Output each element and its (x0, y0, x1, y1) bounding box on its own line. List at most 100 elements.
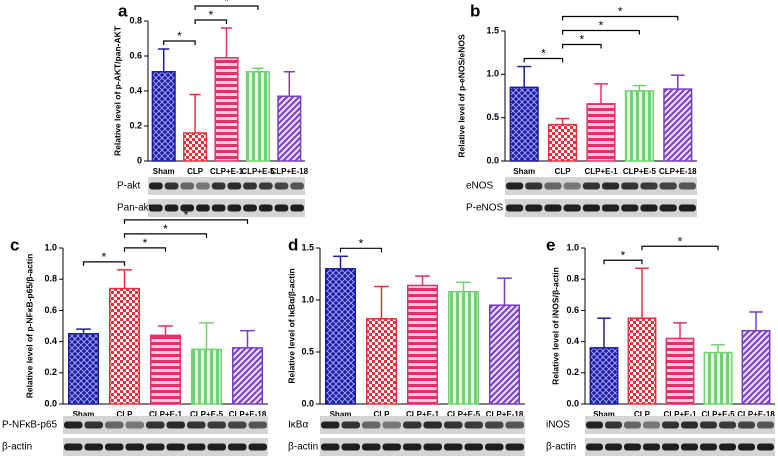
blot-band (187, 421, 206, 429)
y-axis-label: Relative level of iNOS/β-actin (550, 267, 560, 385)
blot-band (700, 443, 717, 451)
blot-band (544, 204, 562, 212)
blot-band (738, 443, 755, 451)
blot-band (643, 421, 660, 429)
blot-band (444, 421, 463, 429)
blot-band (149, 182, 163, 190)
blot-label: IκBα (288, 420, 308, 431)
blot (585, 438, 775, 456)
blot-band (196, 182, 210, 190)
blot-band (180, 204, 195, 212)
y-tick-label: 0.2 (566, 367, 579, 377)
x-tick-label: CLP (117, 410, 134, 419)
bar (663, 88, 693, 162)
significance-bracket (523, 57, 564, 63)
y-tick-label: 0.8 (129, 15, 142, 25)
y-tick-label: 0.5 (486, 112, 499, 122)
blot-band (362, 421, 381, 429)
bar (665, 337, 695, 405)
blot-band (382, 421, 401, 429)
blot (148, 177, 305, 195)
significance-label: * (541, 47, 546, 61)
panel-letter: c (10, 235, 19, 254)
y-tick-label: 0.6 (44, 305, 57, 315)
panel-letter: b (470, 1, 480, 20)
x-tick-label: CLP+E-1 (210, 167, 244, 176)
x-tick-label: Sham (153, 167, 175, 176)
x-tick-label: CLP (634, 410, 651, 419)
blot-band (243, 204, 257, 212)
y-tick-label: 0.0 (44, 398, 57, 408)
blot-band (423, 443, 442, 451)
blot (63, 438, 268, 456)
y-axis-label: Relative level of p-eNOS/eNOS (456, 34, 466, 158)
blot-band (403, 421, 422, 429)
y-tick-label: 0.2 (129, 120, 142, 130)
blot (505, 177, 697, 195)
x-tick-label: CLP+E-18 (271, 167, 309, 176)
blot-label: P-eNOS (466, 203, 504, 214)
blot-band (464, 443, 483, 451)
significance-bracket (339, 247, 383, 253)
blot-band (146, 443, 165, 451)
x-tick-label: CLP (374, 410, 391, 419)
y-tick-label: 0.4 (44, 336, 57, 346)
blot-band (105, 421, 124, 429)
blot-label: β-actin (2, 442, 32, 453)
significance-bracket (194, 19, 228, 24)
blot-band (207, 443, 226, 451)
blot-band (274, 204, 289, 212)
x-tick-label: CLP (555, 167, 572, 176)
blot (585, 416, 775, 434)
blot-band (321, 443, 340, 451)
blot-band (211, 204, 226, 212)
blot-band (248, 443, 267, 451)
blot-band (485, 421, 504, 429)
bar (406, 284, 439, 405)
x-tick-label: CLP+E-5 (241, 167, 275, 176)
bar (627, 317, 657, 405)
bar (108, 287, 141, 405)
x-tick-label: Sham (73, 410, 95, 419)
blot-band (544, 182, 562, 190)
blot-band (64, 421, 83, 429)
y-tick-label: 1.0 (566, 242, 579, 252)
panel-letter: e (546, 235, 555, 254)
blot-band (258, 204, 273, 212)
panel-letter: a (118, 1, 128, 20)
blot-band (84, 443, 103, 451)
blot (320, 438, 525, 456)
x-tick-label: CLP+E-18 (737, 410, 775, 419)
blot-band (602, 204, 620, 212)
blot-band (227, 204, 242, 212)
blot-band (187, 443, 206, 451)
blot-label: β-actin (288, 442, 318, 453)
blot-band (227, 182, 242, 190)
significance-bracket (562, 29, 640, 35)
blot-band (757, 421, 774, 429)
blot-band (662, 443, 679, 451)
bar (277, 95, 302, 162)
blot-band (505, 421, 524, 429)
blot-band (659, 182, 677, 190)
significance-bracket (163, 40, 196, 45)
blot-band (624, 421, 641, 429)
x-tick-label: CLP+E-1 (149, 410, 183, 419)
significance-label: * (208, 8, 213, 22)
blot-band (362, 443, 381, 451)
blot-label: Pan-akt (117, 203, 152, 214)
y-tick-label: 0.0 (301, 398, 314, 408)
blot-band (525, 182, 543, 190)
blot-band (757, 443, 774, 451)
blot-band (586, 421, 603, 429)
blot-band (563, 182, 581, 190)
blot-band (164, 182, 179, 190)
x-tick-label: CLP+E-5 (190, 410, 224, 419)
blot-band (125, 421, 144, 429)
blot-band (605, 443, 622, 451)
blot-band (464, 421, 483, 429)
bar (365, 317, 398, 405)
y-axis-label: Relative level of IκBα/β-actin (286, 268, 296, 383)
bar (548, 123, 578, 162)
